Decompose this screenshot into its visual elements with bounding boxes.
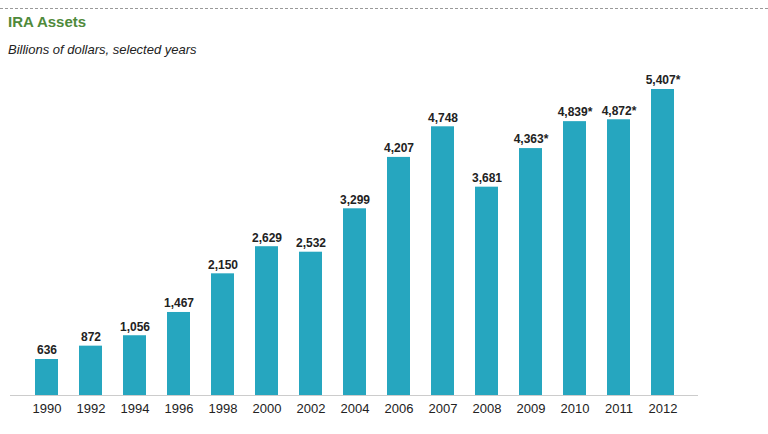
svg-text:2012: 2012: [649, 401, 678, 416]
html-text:IRA Assets: IRA Assets: [8, 13, 87, 30]
html-text:Billions of dollars, selected: Billions of dollars, selected years: [8, 42, 197, 57]
svg-text:2010: 2010: [561, 401, 590, 416]
svg-text:2,532: 2,532: [296, 236, 326, 250]
svg-text:1990: 1990: [33, 401, 62, 416]
svg-text:636: 636: [37, 343, 57, 357]
svg-text:4,872*: 4,872*: [602, 104, 637, 118]
svg-text:872: 872: [81, 330, 101, 344]
svg-text:4,363*: 4,363*: [514, 132, 549, 146]
svg-text:2011: 2011: [605, 401, 633, 416]
svg-text:4,839*: 4,839*: [558, 105, 593, 119]
svg-text:2007: 2007: [429, 401, 458, 416]
svg-text:2002: 2002: [297, 401, 326, 416]
svg-text:2000: 2000: [253, 401, 282, 416]
svg-text:1992: 1992: [77, 401, 106, 416]
svg-text:1996: 1996: [165, 401, 194, 416]
svg-text:2009: 2009: [517, 401, 546, 416]
svg-text:4,748: 4,748: [428, 111, 458, 125]
svg-text:2004: 2004: [341, 401, 370, 416]
svg-text:2,629: 2,629: [252, 231, 282, 245]
svg-text:5,407*: 5,407*: [646, 73, 681, 87]
svg-text:2,150: 2,150: [208, 258, 238, 272]
svg-text:3,299: 3,299: [340, 193, 370, 207]
svg-text:1,056: 1,056: [120, 320, 150, 334]
svg-text:3,681: 3,681: [472, 171, 502, 185]
svg-text:2006: 2006: [385, 401, 414, 416]
svg-text:2008: 2008: [473, 401, 502, 416]
svg-text:1,467: 1,467: [164, 296, 194, 310]
svg-text:1994: 1994: [121, 401, 150, 416]
svg-text:1998: 1998: [209, 401, 238, 416]
svg-text:4,207: 4,207: [384, 141, 414, 155]
